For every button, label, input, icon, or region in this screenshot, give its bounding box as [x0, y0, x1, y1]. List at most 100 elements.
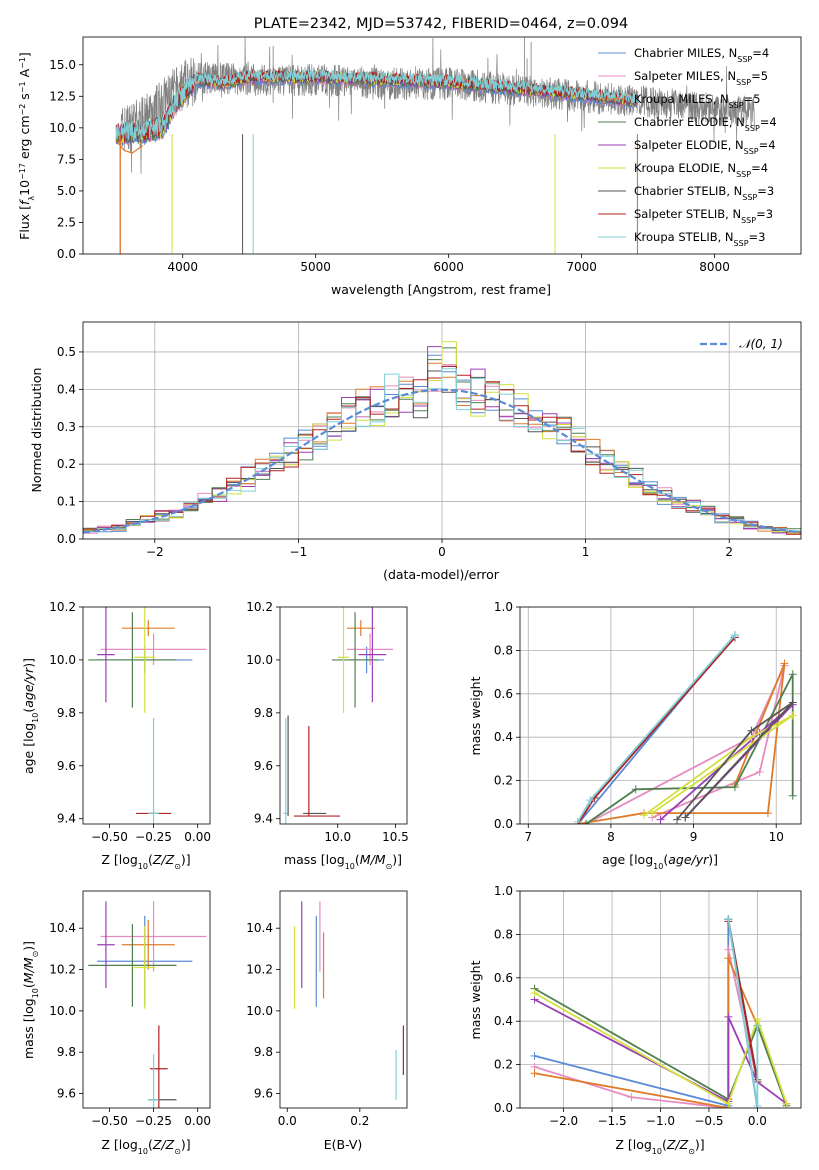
x-tick-label: 8: [607, 830, 615, 844]
plot-frame: [519, 606, 802, 825]
y-tick-label: 10.2: [246, 963, 273, 977]
y-tick-label: 9.6: [57, 1087, 76, 1101]
y-tick-label: 0.2: [494, 1058, 513, 1072]
legend-label: Kroupa STELIB, NSSP=3: [634, 230, 765, 248]
x-tick-label: −1.5: [597, 1114, 626, 1128]
y-tick-label: 1.0: [494, 600, 513, 614]
x-tick-label: −2: [146, 545, 164, 559]
metallicity-age-panel: −0.50 −0.25 0.00 9.4 9.6 9.8 10.0 10.2: [49, 600, 211, 844]
weight-line: [727, 919, 759, 1106]
x-tick-label: −0.25: [135, 830, 172, 844]
gaussian-reference-curve: [83, 388, 801, 534]
x-axis-label: wavelength [Angstrom, rest frame]: [331, 282, 551, 297]
legend-label: Salpeter MILES, NSSP=5: [634, 69, 768, 87]
y-tick-label: 0.1: [57, 495, 76, 509]
y-tick-label: 0.2: [494, 774, 513, 788]
y-tick-label: 0.2: [57, 457, 76, 471]
x-axis-label: Z [log10(Z/Z⊙)]: [615, 1137, 704, 1156]
x-tick-label: 6000: [433, 260, 464, 274]
y-tick-label: 0.6: [494, 971, 513, 985]
plot-area: [293, 901, 404, 1100]
x-axis-label: Z [log10(Z/Z⊙)]: [101, 852, 190, 871]
y-tick-label: 10.2: [246, 600, 273, 614]
chart-legend: Chabrier MILES, NSSP=4 Salpeter MILES, NS…: [598, 46, 777, 248]
y-tick-label: 0.0: [494, 1101, 513, 1115]
residual-histogram-panel: −2 −1 0 1 2 0.0 0.1 0.2 0.3 0.4 0.5: [57, 321, 802, 559]
legend-label: Kroupa ELODIE, NSSP=4: [634, 161, 768, 179]
y-tick-label: 0.4: [494, 1014, 513, 1028]
legend-label: Kroupa MILES, NSSP=5: [634, 92, 760, 110]
y-tick-label: 1.0: [494, 884, 513, 898]
y-tick-label: 7.5: [57, 152, 76, 166]
legend-label: Salpeter ELODIE, NSSP=4: [634, 138, 776, 156]
plot-frame: [82, 606, 211, 825]
x-axis-label: Z [log10(Z/Z⊙)]: [101, 1137, 190, 1156]
y-tick-label: 0.6: [494, 687, 513, 701]
y-axis-label: Flux [fλ10−17 erg cm−2 s−1 A−1]: [17, 52, 36, 240]
y-axis-label: mass weight: [468, 960, 483, 1039]
y-tick-label: 9.4: [254, 812, 273, 826]
chart-legend: 𝒩(0, 1): [700, 337, 783, 351]
y-tick-label: 10.0: [49, 653, 76, 667]
y-tick-label: 9.6: [254, 1087, 273, 1101]
x-tick-label: 7000: [566, 260, 597, 274]
x-tick-label: 0.00: [184, 830, 211, 844]
plot-frame: [279, 890, 408, 1109]
y-tick-label: 9.8: [57, 1045, 76, 1059]
y-tick-label: 10.4: [246, 921, 273, 935]
plot-frame: [82, 36, 802, 255]
y-tick-label: 2.5: [57, 215, 76, 229]
x-tick-label: −0.25: [135, 1114, 172, 1128]
y-tick-label: 10.2: [49, 600, 76, 614]
y-tick-label: 0.5: [57, 345, 76, 359]
plot-frame: [82, 890, 211, 1109]
y-tick-label: 10.0: [246, 1004, 273, 1018]
age-weight-panel: 7 8 9 10 0.0 0.2 0.4 0.6 0.8 1.0: [494, 600, 802, 844]
x-axis-label: mass [log10(M/M⊙)]: [284, 852, 402, 871]
y-tick-label: 9.6: [57, 759, 76, 773]
y-tick-label: 9.6: [254, 759, 273, 773]
y-tick-label: 0.4: [57, 382, 76, 396]
x-tick-label: −1.0: [646, 1114, 675, 1128]
x-axis-label: age [log10(age/yr)]: [602, 852, 718, 871]
plot-area: [520, 607, 801, 824]
y-tick-label: 10.0: [49, 1004, 76, 1018]
y-tick-label: 0.8: [494, 643, 513, 657]
weight-line: [643, 714, 794, 817]
chart-title: PLATE=2342, MJD=53742, FIBERID=0464, z=0…: [254, 16, 628, 32]
spectrum-panel: 4000 5000 6000 7000 8000 0.0 2.5 5.0 7.5 10.0 12.5…: [49, 36, 802, 274]
y-axis-label: age [log10(age/yr)]: [21, 658, 40, 774]
y-tick-label: 0.0: [57, 247, 76, 261]
x-axis-label: E(B-V): [324, 1137, 363, 1152]
x-tick-label: 0.0: [278, 1114, 297, 1128]
y-tick-label: 5.0: [57, 184, 76, 198]
plot-frame: [519, 890, 802, 1109]
y-tick-label: 10.2: [49, 963, 76, 977]
weight-line: [534, 992, 788, 1106]
legend-label: Chabrier STELIB, NSSP=3: [634, 184, 774, 202]
x-tick-label: 0: [438, 545, 446, 559]
y-tick-label: 0.0: [494, 817, 513, 831]
y-tick-label: 9.4: [57, 812, 76, 826]
y-tick-label: 9.8: [254, 1045, 273, 1059]
weight-line: [676, 701, 794, 821]
x-tick-label: 0.2: [350, 1114, 369, 1128]
extinction-mass-panel: 0.0 0.2 9.6 9.8 10.0 10.2 10.4: [246, 890, 408, 1128]
x-axis-label: (data-model)/error: [383, 567, 500, 582]
x-tick-label: 7: [524, 830, 532, 844]
y-tick-label: 15.0: [49, 58, 76, 72]
y-tick-label: 10.0: [246, 653, 273, 667]
y-tick-label: 0.8: [494, 927, 513, 941]
y-axis-label: mass weight: [468, 676, 483, 755]
legend-label: 𝒩(0, 1): [739, 337, 783, 351]
y-tick-label: 0.4: [494, 730, 513, 744]
y-tick-label: 10.0: [49, 121, 76, 135]
model-spectrum-line: [115, 68, 638, 142]
x-tick-label: −1: [290, 545, 308, 559]
x-tick-label: 0.00: [184, 1114, 211, 1128]
legend-label: Chabrier MILES, NSSP=4: [634, 46, 769, 64]
x-tick-label: 10.5: [382, 830, 409, 844]
plot-area: [520, 891, 801, 1108]
x-tick-label: 10: [769, 830, 784, 844]
